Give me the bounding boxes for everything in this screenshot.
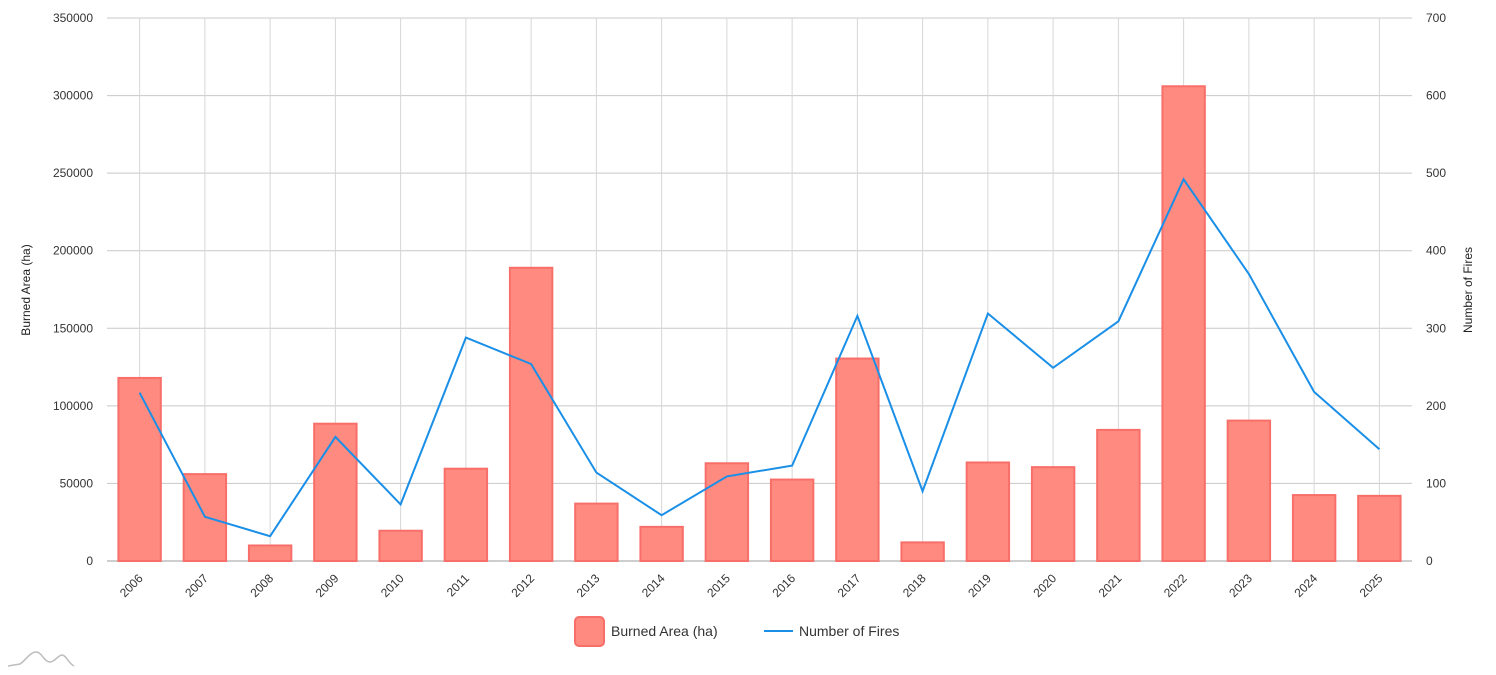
bar-2012[interactable] — [508, 266, 554, 562]
x-tick-label: 2017 — [835, 571, 864, 600]
x-tick-label: 2007 — [182, 571, 211, 600]
grid-lines — [107, 17, 1412, 562]
x-tick-label: 2006 — [117, 571, 146, 600]
logo-icon — [7, 651, 75, 667]
x-tick-label: 2024 — [1291, 571, 1320, 600]
bar-2021[interactable] — [1096, 428, 1141, 563]
left-tick-label: 200000 — [53, 244, 93, 258]
left-tick-label: 300000 — [53, 89, 93, 103]
right-tick-label: 200 — [1426, 399, 1446, 413]
left-tick-label: 50000 — [60, 476, 94, 490]
bar-2011[interactable] — [443, 467, 489, 562]
x-tick-label: 2008 — [247, 571, 276, 600]
line-number-of-fires[interactable] — [138, 177, 1381, 538]
bar-series — [117, 85, 1402, 563]
bar-2020[interactable] — [1030, 466, 1076, 563]
left-tick-label: 150000 — [53, 321, 93, 335]
bar-2017[interactable] — [835, 357, 880, 562]
right-tick-label: 500 — [1426, 166, 1446, 180]
right-axis-title: Number of Fires — [1461, 247, 1475, 333]
legend-bar-swatch[interactable] — [574, 616, 605, 647]
bar-2015[interactable] — [704, 462, 750, 563]
bar-2016[interactable] — [769, 478, 815, 562]
x-tick-label: 2012 — [508, 571, 537, 600]
right-tick-label: 0 — [1426, 554, 1433, 568]
bar-2023[interactable] — [1226, 419, 1272, 562]
legend: Burned Area (ha) Number of Fires — [574, 616, 899, 647]
x-tick-label: 2013 — [574, 571, 603, 600]
legend-line-label[interactable]: Number of Fires — [799, 623, 899, 639]
left-tick-label: 100000 — [53, 399, 93, 413]
x-tick-label: 2021 — [1096, 571, 1125, 600]
bar-2009[interactable] — [313, 422, 358, 562]
legend-bar-label[interactable]: Burned Area (ha) — [611, 623, 718, 639]
left-tick-label: 350000 — [53, 11, 93, 25]
x-tick-label: 2016 — [769, 571, 798, 600]
x-tick-label: 2011 — [444, 571, 472, 599]
right-tick-label: 100 — [1426, 476, 1446, 490]
line-series — [138, 177, 1381, 538]
right-axis-ticks: 0 100 200 300 400 500 600 700 — [1426, 11, 1446, 568]
x-tick-label: 2025 — [1357, 571, 1386, 600]
bar-2010[interactable] — [378, 529, 423, 562]
bar-2024[interactable] — [1291, 494, 1337, 563]
left-tick-label: 250000 — [53, 166, 93, 180]
bar-2019[interactable] — [965, 461, 1011, 562]
bar-2008[interactable] — [247, 544, 293, 563]
left-axis-title: Burned Area (ha) — [19, 244, 33, 335]
x-tick-label: 2010 — [378, 571, 407, 600]
x-tick-label: 2009 — [313, 571, 342, 600]
x-tick-label: 2020 — [1030, 571, 1059, 600]
x-tick-label: 2018 — [900, 571, 929, 600]
left-tick-label: 0 — [86, 554, 93, 568]
right-tick-label: 400 — [1426, 244, 1446, 258]
right-tick-label: 300 — [1426, 321, 1446, 335]
x-axis-ticks: 2006 2007 2008 2009 2010 2011 2012 2013 2014 2015… — [117, 571, 1386, 600]
x-tick-label: 2023 — [1226, 571, 1255, 600]
bar-2014[interactable] — [639, 525, 684, 563]
x-tick-label: 2019 — [965, 571, 994, 600]
bar-2022[interactable] — [1161, 85, 1206, 563]
bar-2006[interactable] — [117, 376, 162, 562]
x-tick-label: 2022 — [1161, 571, 1190, 600]
right-tick-label: 700 — [1426, 11, 1446, 25]
right-tick-label: 600 — [1426, 89, 1446, 103]
x-tick-label: 2015 — [704, 571, 733, 600]
bar-2018[interactable] — [900, 541, 945, 563]
x-tick-label: 2014 — [639, 571, 668, 600]
bar-2013[interactable] — [574, 502, 619, 562]
bar-2025[interactable] — [1357, 494, 1402, 562]
left-axis-ticks: 0 50000 100000 150000 200000 250000 300000 3500… — [53, 11, 93, 568]
